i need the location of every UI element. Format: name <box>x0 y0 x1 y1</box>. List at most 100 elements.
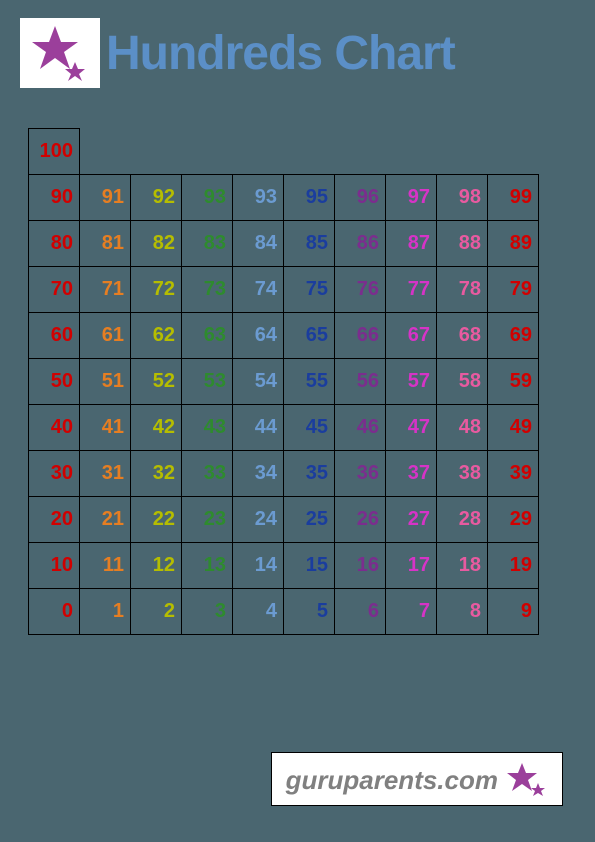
chart-cell: 40 <box>29 405 80 451</box>
chart-cell: 83 <box>182 221 233 267</box>
chart-cell: 13 <box>182 543 233 589</box>
chart-cell: 84 <box>233 221 284 267</box>
chart-cell: 93 <box>233 175 284 221</box>
chart-cell: 82 <box>131 221 182 267</box>
chart-cell: 22 <box>131 497 182 543</box>
chart-cell: 87 <box>386 221 437 267</box>
chart-cell: 93 <box>182 175 233 221</box>
chart-cell: 44 <box>233 405 284 451</box>
chart-cell: 2 <box>131 589 182 635</box>
chart-cell: 18 <box>437 543 488 589</box>
chart-cell <box>437 129 488 175</box>
chart-cell: 72 <box>131 267 182 313</box>
chart-cell <box>488 129 539 175</box>
chart-cell: 36 <box>335 451 386 497</box>
chart-cell: 81 <box>80 221 131 267</box>
chart-cell: 80 <box>29 221 80 267</box>
chart-cell: 51 <box>80 359 131 405</box>
chart-cell <box>284 129 335 175</box>
chart-cell: 28 <box>437 497 488 543</box>
hundreds-chart-table: 1009091929393959697989980818283848586878… <box>28 128 539 635</box>
chart-cell: 71 <box>80 267 131 313</box>
chart-cell: 12 <box>131 543 182 589</box>
chart-cell: 35 <box>284 451 335 497</box>
chart-cell <box>335 129 386 175</box>
chart-cell: 7 <box>386 589 437 635</box>
chart-cell: 73 <box>182 267 233 313</box>
star-icon <box>504 761 548 799</box>
chart-cell: 90 <box>29 175 80 221</box>
chart-cell: 99 <box>488 175 539 221</box>
logo-box <box>20 18 100 88</box>
chart-cell: 79 <box>488 267 539 313</box>
chart-cell: 96 <box>335 175 386 221</box>
chart-cell: 75 <box>284 267 335 313</box>
chart-cell <box>233 129 284 175</box>
chart-cell: 66 <box>335 313 386 359</box>
chart-cell: 25 <box>284 497 335 543</box>
chart-cell: 62 <box>131 313 182 359</box>
chart-cell: 53 <box>182 359 233 405</box>
chart-cell: 24 <box>233 497 284 543</box>
chart-cell: 9 <box>488 589 539 635</box>
chart-cell: 1 <box>80 589 131 635</box>
chart-cell: 49 <box>488 405 539 451</box>
chart-cell: 52 <box>131 359 182 405</box>
chart-cell: 43 <box>182 405 233 451</box>
chart-cell <box>182 129 233 175</box>
chart-cell: 39 <box>488 451 539 497</box>
chart-cell: 100 <box>29 129 80 175</box>
chart-cell: 95 <box>284 175 335 221</box>
chart-cell: 38 <box>437 451 488 497</box>
chart-cell: 65 <box>284 313 335 359</box>
chart-cell: 57 <box>386 359 437 405</box>
chart-cell: 3 <box>182 589 233 635</box>
chart-cell: 14 <box>233 543 284 589</box>
footer-branding: guruparents.com <box>271 752 563 806</box>
footer-text: guruparents.com <box>286 765 498 796</box>
chart-cell: 4 <box>233 589 284 635</box>
chart-cell: 6 <box>335 589 386 635</box>
chart-cell: 69 <box>488 313 539 359</box>
chart-cell: 21 <box>80 497 131 543</box>
chart-cell: 20 <box>29 497 80 543</box>
chart-cell: 98 <box>437 175 488 221</box>
chart-cell: 59 <box>488 359 539 405</box>
chart-cell: 74 <box>233 267 284 313</box>
chart-cell: 58 <box>437 359 488 405</box>
chart-cell: 78 <box>437 267 488 313</box>
chart-cell: 97 <box>386 175 437 221</box>
chart-cell: 42 <box>131 405 182 451</box>
chart-cell: 29 <box>488 497 539 543</box>
chart-cell: 41 <box>80 405 131 451</box>
chart-cell: 19 <box>488 543 539 589</box>
chart-cell: 0 <box>29 589 80 635</box>
chart-cell: 37 <box>386 451 437 497</box>
chart-cell: 47 <box>386 405 437 451</box>
chart-cell: 45 <box>284 405 335 451</box>
chart-cell: 54 <box>233 359 284 405</box>
chart-cell: 8 <box>437 589 488 635</box>
chart-cell: 17 <box>386 543 437 589</box>
chart-cell: 46 <box>335 405 386 451</box>
chart-cell: 32 <box>131 451 182 497</box>
chart-cell: 26 <box>335 497 386 543</box>
chart-cell <box>80 129 131 175</box>
chart-cell: 34 <box>233 451 284 497</box>
header: Hundreds Chart <box>0 0 595 98</box>
chart-cell: 70 <box>29 267 80 313</box>
chart-cell: 85 <box>284 221 335 267</box>
chart-cell: 10 <box>29 543 80 589</box>
chart-cell: 33 <box>182 451 233 497</box>
chart-cell <box>386 129 437 175</box>
chart-cell: 60 <box>29 313 80 359</box>
chart-cell: 11 <box>80 543 131 589</box>
chart-cell: 27 <box>386 497 437 543</box>
chart-cell: 88 <box>437 221 488 267</box>
chart-cell: 30 <box>29 451 80 497</box>
chart-cell: 23 <box>182 497 233 543</box>
chart-cell: 64 <box>233 313 284 359</box>
chart-cell: 86 <box>335 221 386 267</box>
star-icon <box>25 22 95 84</box>
chart-cell: 67 <box>386 313 437 359</box>
